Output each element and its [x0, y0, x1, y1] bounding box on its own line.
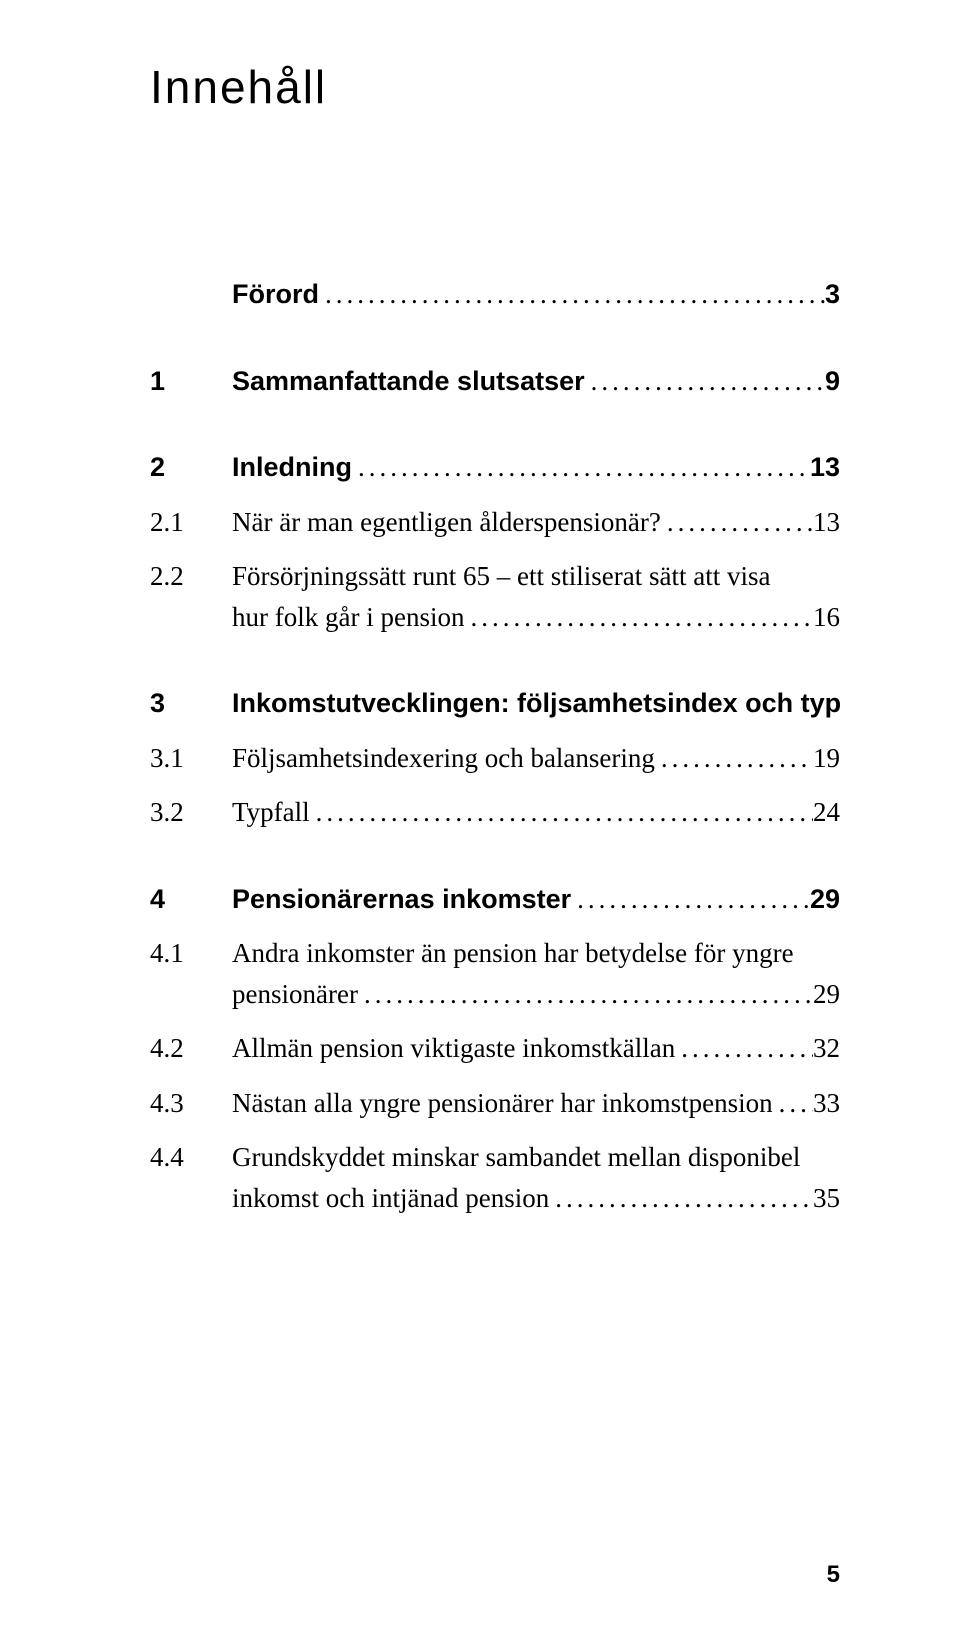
toc-entry-label: Pensionärernas inkomster — [232, 879, 571, 920]
toc-entry-page: 13 — [810, 447, 840, 488]
toc-entry-label-cell: Inkomstutvecklingen: följsamhetsindex oc… — [232, 683, 840, 724]
toc-entry-label-cell: Följsamhetsindexering och balansering 19 — [232, 738, 840, 779]
page-number: 5 — [827, 1561, 840, 1589]
toc-entry-page: 35 — [813, 1178, 840, 1219]
toc-dot-leaders — [773, 1083, 813, 1124]
toc-entry-page: 16 — [813, 597, 840, 638]
toc-entry-label-cell: När är man egentligen ålderspensionär? 13 — [232, 502, 840, 543]
table-of-contents: Förord 3 1Sammanfattande slutsatser 9 2Inled… — [150, 274, 840, 1218]
toc-entry-label: Sammanfattande slutsatser — [232, 361, 585, 402]
toc-entry-label-cell: Förord 3 — [232, 274, 840, 315]
toc-section: 1Sammanfattande slutsatser 9 — [150, 361, 840, 402]
toc-subsection: 4.3Nästan alla yngre pensionärer har ink… — [150, 1083, 840, 1124]
toc-entry-label: När är man egentligen ålderspensionär? — [232, 502, 661, 543]
toc-entry-page: 19 — [813, 738, 840, 779]
toc-subsection: 4.4Grundskyddet minskar sambandet mellan… — [150, 1137, 840, 1218]
toc-dot-leaders — [571, 879, 810, 920]
toc-entry-label-cell: Nästan alla yngre pensionärer har inkoms… — [232, 1083, 840, 1124]
toc-entry-page: 32 — [813, 1028, 840, 1069]
toc-entry-label-cell: Inledning 13 — [232, 447, 840, 488]
toc-entry-page: 24 — [813, 792, 840, 833]
toc-section: 3Inkomstutvecklingen: följsamhetsindex o… — [150, 683, 840, 724]
toc-entry-label-cell: Sammanfattande slutsatser 9 — [232, 361, 840, 402]
page-title: Innehåll — [150, 60, 840, 114]
toc-entry-page: 3 — [825, 274, 840, 315]
toc-entry-number: 4.4 — [150, 1137, 232, 1178]
toc-dot-leaders — [549, 1178, 813, 1219]
toc-entry-label: Följsamhetsindexering och balansering — [232, 738, 655, 779]
toc-entry-page: 9 — [825, 361, 840, 402]
toc-entry-number: 3.2 — [150, 792, 232, 833]
toc-entry-label-cell: Allmän pension viktigaste inkomstkällan 3… — [232, 1028, 840, 1069]
toc-entry-number: 4 — [150, 879, 232, 920]
toc-dot-leaders — [675, 1028, 813, 1069]
toc-dot-leaders — [585, 361, 825, 402]
toc-dot-leaders — [352, 447, 810, 488]
toc-dot-leaders — [310, 792, 813, 833]
toc-entry-label: Försörjningssätt runt 65 – ett stilisera… — [232, 556, 770, 597]
toc-entry-label: Typfall — [232, 792, 310, 833]
toc-section: 2Inledning 13 — [150, 447, 840, 488]
toc-entry-label: Grundskyddet minskar sambandet mellan di… — [232, 1137, 800, 1178]
toc-entry-label-cell: Försörjningssätt runt 65 – ett stilisera… — [232, 556, 840, 637]
toc-entry-number: 3.1 — [150, 738, 232, 779]
toc-entry-number: 4.3 — [150, 1083, 232, 1124]
toc-entry-number: 2.2 — [150, 556, 232, 597]
toc-section: 4Pensionärernas inkomster 29 — [150, 879, 840, 920]
toc-entry-label: hur folk går i pension — [232, 597, 464, 638]
toc-entry-number: 4.1 — [150, 933, 232, 974]
toc-dot-leaders — [655, 738, 813, 779]
toc-entry-page: 33 — [813, 1083, 840, 1124]
toc-entry-label: Andra inkomster än pension har betydelse… — [232, 933, 794, 974]
toc-entry-number: 3 — [150, 683, 232, 724]
toc-entry-label: inkomst och intjänad pension — [232, 1178, 549, 1219]
toc-entry-label: Förord — [232, 274, 319, 315]
toc-entry-label-cell: Grundskyddet minskar sambandet mellan di… — [232, 1137, 840, 1218]
toc-entry-label: Inkomstutvecklingen: följsamhetsindex oc… — [232, 683, 840, 724]
toc-subsection: 4.1Andra inkomster än pension har betyde… — [150, 933, 840, 1014]
toc-entry-label-cell: Andra inkomster än pension har betydelse… — [232, 933, 840, 1014]
toc-entry-label-cell: Pensionärernas inkomster 29 — [232, 879, 840, 920]
toc-section: Förord 3 — [150, 274, 840, 315]
toc-entry-label: Inledning — [232, 447, 352, 488]
toc-dot-leaders — [464, 597, 813, 638]
toc-subsection: 2.2Försörjningssätt runt 65 – ett stilis… — [150, 556, 840, 637]
toc-dot-leaders — [661, 502, 813, 543]
document-page: Innehåll Förord 3 1Sammanfattande slutsats… — [0, 0, 960, 1639]
toc-subsection: 3.1Följsamhetsindexering och balansering… — [150, 738, 840, 779]
toc-entry-page: 29 — [810, 879, 840, 920]
toc-entry-label-cell: Typfall 24 — [232, 792, 840, 833]
toc-entry-page: 13 — [813, 502, 840, 543]
toc-subsection: 2.1När är man egentligen ålderspensionär… — [150, 502, 840, 543]
toc-entry-label: pensionärer — [232, 974, 358, 1015]
toc-entry-number: 2 — [150, 447, 232, 488]
toc-entry-label: Nästan alla yngre pensionärer har inkoms… — [232, 1083, 773, 1124]
toc-entry-page: 29 — [813, 974, 840, 1015]
toc-entry-label: Allmän pension viktigaste inkomstkällan — [232, 1028, 675, 1069]
toc-entry-number: 1 — [150, 361, 232, 402]
toc-dot-leaders — [358, 974, 813, 1015]
toc-entry-number: 4.2 — [150, 1028, 232, 1069]
toc-dot-leaders — [319, 274, 825, 315]
toc-subsection: 4.2Allmän pension viktigaste inkomstkäll… — [150, 1028, 840, 1069]
toc-subsection: 3.2Typfall 24 — [150, 792, 840, 833]
toc-entry-number: 2.1 — [150, 502, 232, 543]
